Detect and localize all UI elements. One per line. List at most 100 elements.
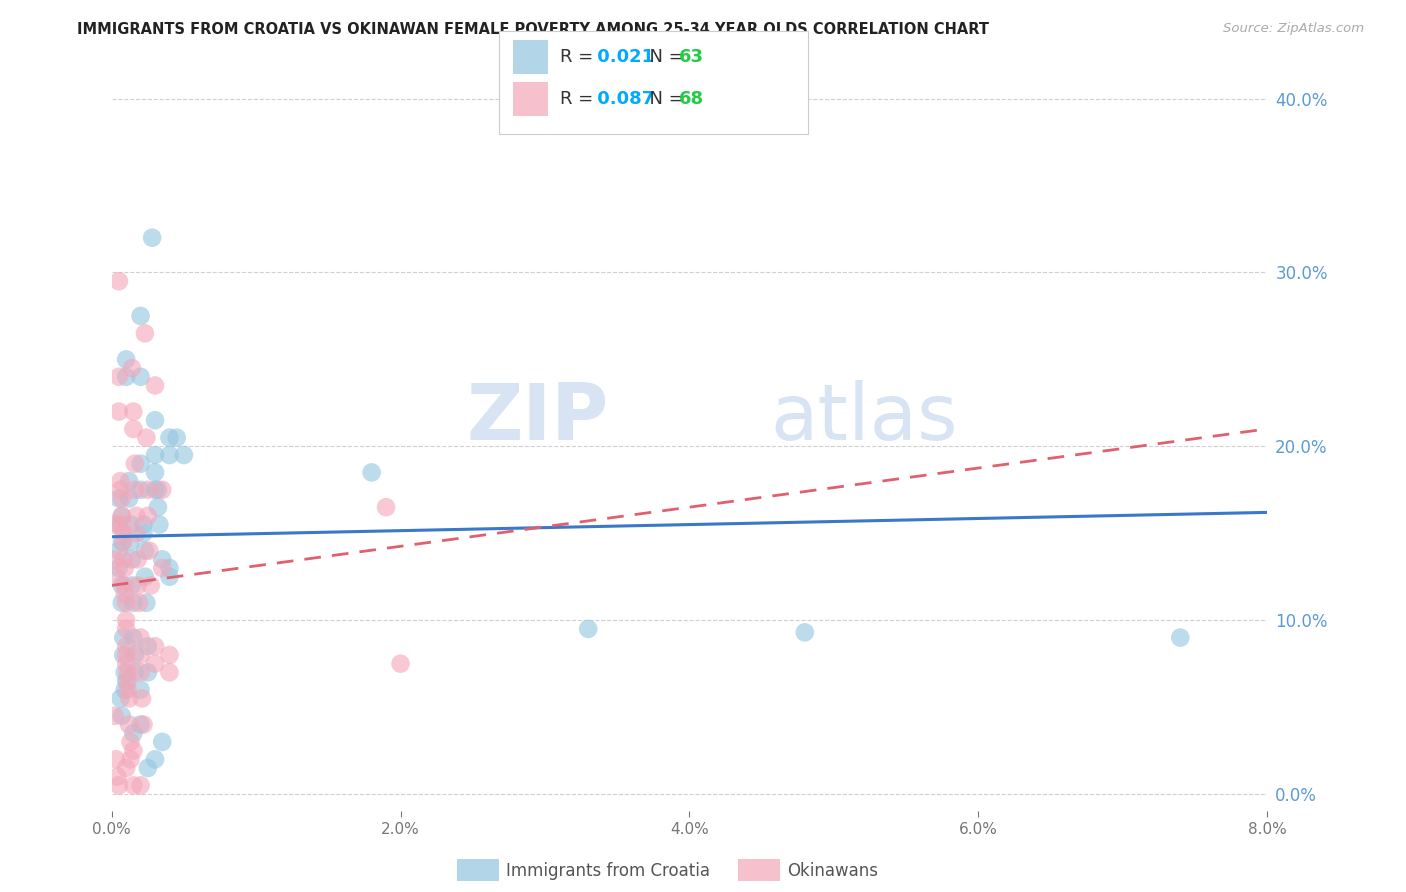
Point [360,466,382,480]
Point [150,735,173,749]
Text: Immigrants from Croatia: Immigrants from Croatia [506,862,710,880]
Point [136,508,159,523]
Point [105,570,128,584]
Point [111,491,134,506]
Point [110,474,132,488]
Point [136,665,159,680]
Point [129,648,152,662]
Point [120,735,142,749]
Point [111,535,134,549]
Point [129,717,152,731]
Point [115,352,138,367]
Point [115,640,138,654]
Point [112,631,135,645]
Point [120,535,142,549]
Point [111,508,134,523]
Point [134,543,156,558]
Point [159,648,181,662]
Point [159,570,181,584]
Point [125,508,148,523]
Point [118,474,141,488]
Point [122,726,145,740]
Point [173,448,195,462]
Point [111,708,134,723]
Point [127,552,149,566]
Point [135,431,157,445]
Point [143,413,166,427]
Point [114,578,136,592]
Point [110,691,132,706]
Point [125,526,148,541]
Point [122,631,145,645]
Point [138,543,160,558]
Point [1168,631,1191,645]
Point [150,552,173,566]
Point [122,778,145,792]
Point [576,622,599,636]
Point [139,578,162,592]
Point [793,625,815,640]
Point [108,404,131,418]
Point [120,517,142,532]
Point [108,369,131,384]
Text: R =: R = [560,48,599,66]
Point [129,309,152,323]
Point [115,613,138,627]
Point [115,761,138,775]
Point [117,682,139,697]
Point [146,483,169,497]
Point [129,778,152,792]
Point [136,640,159,654]
Point [108,543,131,558]
Point [117,665,139,680]
Point [118,491,141,506]
Point [108,491,131,506]
Point [115,674,138,689]
Point [122,422,145,436]
Text: IMMIGRANTS FROM CROATIA VS OKINAWAN FEMALE POVERTY AMONG 25-34 YEAR OLDS CORRELA: IMMIGRANTS FROM CROATIA VS OKINAWAN FEMA… [77,22,990,37]
Point [159,431,181,445]
Point [112,648,135,662]
Point [129,457,152,471]
Point [115,648,138,662]
Point [136,483,159,497]
Point [159,448,181,462]
Point [122,404,145,418]
Point [115,622,138,636]
Point [132,717,155,731]
Point [129,483,152,497]
Text: N =: N = [638,48,690,66]
Point [117,674,139,689]
Point [112,552,135,566]
Point [114,665,136,680]
Point [129,665,152,680]
Point [143,657,166,671]
Point [134,326,156,341]
Point [159,561,181,575]
Point [104,517,127,532]
Point [141,230,163,244]
Point [143,752,166,766]
Point [135,596,157,610]
Point [121,552,143,566]
Text: Okinawans: Okinawans [787,862,879,880]
Point [108,778,131,792]
Text: 0.087: 0.087 [591,90,654,108]
Text: R =: R = [560,90,599,108]
Point [122,743,145,757]
Point [124,483,146,497]
Point [120,752,142,766]
Point [127,578,149,592]
Point [129,631,152,645]
Text: N =: N = [638,90,690,108]
Point [143,448,166,462]
Text: atlas: atlas [770,380,957,456]
Point [107,770,129,784]
Point [122,596,145,610]
Text: 68: 68 [679,90,704,108]
Point [131,691,153,706]
Text: 0.021: 0.021 [591,48,654,66]
Point [389,657,412,671]
Point [114,587,136,601]
Point [132,526,155,541]
